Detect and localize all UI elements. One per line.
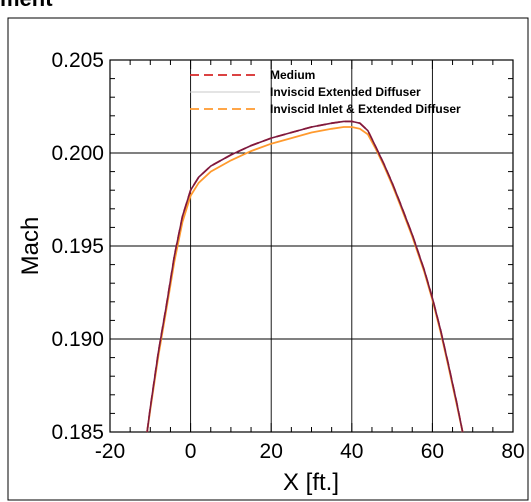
legend-label: Inviscid Inlet & Extended Diffuser [270,102,461,116]
series-line [146,120,464,433]
legend-label: Medium [270,68,315,82]
y-tick-label: 0.190 [51,328,104,351]
minor-ticks [109,59,514,433]
y-tick-label: 0.205 [51,49,104,72]
x-tick-label: 40 [340,440,363,463]
y-tick-label: 0.185 [51,421,104,444]
y-tick-labels: 0.185 0.190 0.195 0.200 0.205 [51,49,104,444]
x-tick-label: 60 [421,440,444,463]
x-tick-labels: -20 0 20 40 60 80 [95,440,525,463]
clipped-title: ment [0,0,53,12]
legend: Medium Inviscid Extended Diffuser Inviscid… [190,68,461,116]
y-axis-label: Mach [17,217,44,276]
x-tick-label: 80 [501,440,524,463]
x-tick-label: 20 [260,440,283,463]
y-tick-label: 0.195 [51,235,104,258]
x-tick-label: -20 [95,440,125,463]
legend-label: Inviscid Extended Diffuser [270,85,421,99]
chart-frame [7,17,529,501]
y-tick-label: 0.200 [51,142,104,165]
x-tick-label: 0 [185,440,197,463]
x-axis-label: X [ft.] [283,469,339,496]
series-lines [146,120,464,433]
